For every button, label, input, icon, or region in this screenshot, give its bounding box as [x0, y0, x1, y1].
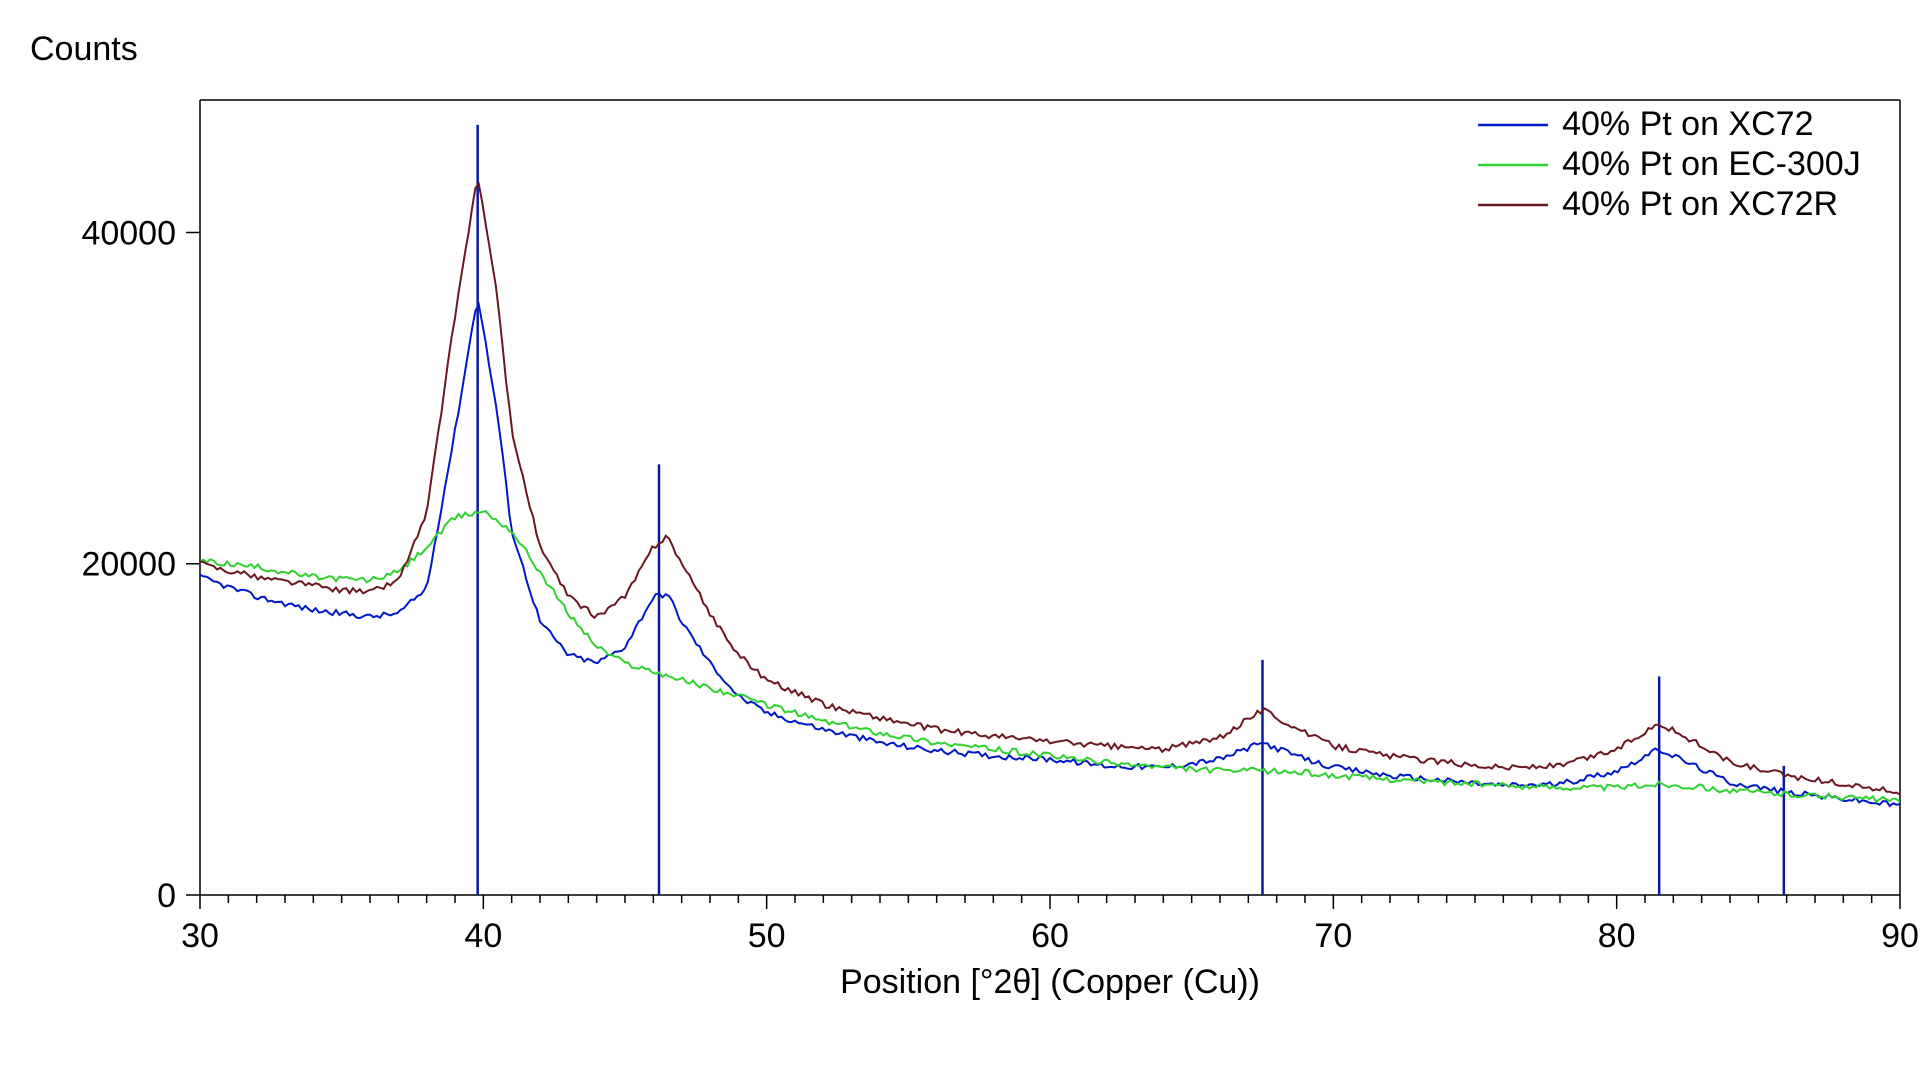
svg-text:40% Pt on EC-300J: 40% Pt on EC-300J	[1562, 145, 1861, 183]
svg-text:50: 50	[748, 917, 786, 955]
svg-text:20000: 20000	[81, 546, 176, 584]
svg-text:0: 0	[157, 877, 176, 915]
xrd-chart: 30 40 50 60 70 80 90 0 20000 40000 Counts Position …	[0, 0, 1920, 1080]
svg-text:40% Pt on XC72: 40% Pt on XC72	[1562, 105, 1813, 143]
svg-text:40000: 40000	[81, 214, 176, 252]
svg-text:40% Pt on XC72R: 40% Pt on XC72R	[1562, 185, 1838, 223]
svg-text:Counts: Counts	[30, 30, 138, 68]
svg-text:70: 70	[1314, 917, 1352, 955]
svg-text:40: 40	[464, 917, 502, 955]
svg-text:Position [°2θ] (Copper (Cu)): Position [°2θ] (Copper (Cu))	[840, 963, 1260, 1001]
svg-text:30: 30	[181, 917, 219, 955]
svg-text:90: 90	[1881, 917, 1919, 955]
svg-text:60: 60	[1031, 917, 1069, 955]
chart-svg: 30 40 50 60 70 80 90 0 20000 40000 Counts Position …	[0, 0, 1920, 1080]
svg-text:80: 80	[1598, 917, 1636, 955]
